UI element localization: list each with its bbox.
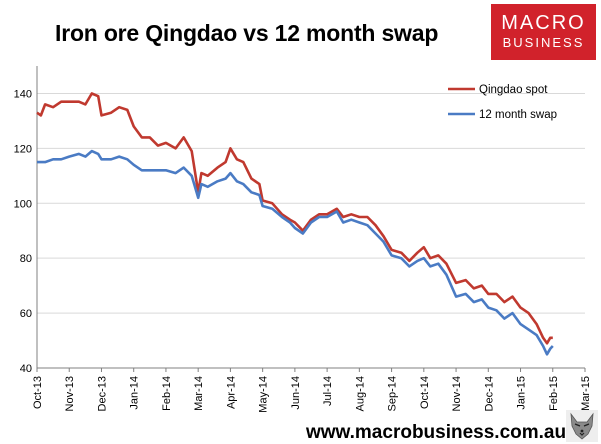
y-tick-label: 40 (20, 363, 32, 375)
x-tick-label: Nov-14 (451, 376, 463, 411)
x-tick-label: Sep-14 (387, 376, 399, 411)
x-tick-label: Mar-14 (193, 376, 205, 411)
x-tick-labels: Oct-13 Nov-13 Dec-13 Jan-14 Feb-14 Mar-14 Apr-… (32, 376, 592, 413)
legend: Qingdao spot 12 month swap (448, 84, 557, 121)
x-tick-label: Feb-14 (161, 376, 173, 411)
wolf-logo-icon (566, 410, 598, 442)
series-line-qingdao-spot (36, 92, 553, 345)
x-tick-label: Aug-14 (354, 376, 366, 411)
x-tick-label: Jun-14 (290, 376, 302, 410)
x-tick-label: Feb-15 (548, 376, 560, 411)
macrobusiness-logo: MACRO BUSINESS (491, 4, 596, 60)
legend-label: 12 month swap (479, 109, 557, 121)
y-tick-label: 80 (20, 253, 32, 265)
legend-label: Qingdao spot (479, 84, 548, 96)
y-tick-label: 140 (14, 88, 32, 100)
series-line-12-month-swap (37, 149, 554, 356)
chart-title: Iron ore Qingdao vs 12 month swap (55, 20, 439, 46)
x-tick-label: Oct-13 (32, 376, 44, 409)
x-tick-label: Dec-14 (483, 376, 495, 411)
x-tick-label: Dec-13 (96, 376, 108, 411)
x-tick-label: Apr-14 (225, 376, 237, 409)
series-lines (36, 92, 554, 356)
line-chart: 40 60 80 100 120 140 Oct-13 Nov-13 Dec-13 Jan-14… (14, 66, 592, 413)
y-tick-label: 120 (14, 143, 32, 155)
x-tick-label: Oct-14 (419, 376, 431, 409)
logo-line-2: BUSINESS (502, 35, 585, 50)
x-tick-label: Jan-15 (516, 376, 528, 410)
logo-line-1: MACRO (501, 12, 586, 34)
x-tick-label: Nov-13 (64, 376, 76, 411)
x-tick-label: Jul-14 (322, 376, 334, 406)
x-tick-label: Jan-14 (129, 376, 141, 410)
x-tick-label: Mar-15 (580, 376, 592, 411)
y-tick-label: 60 (20, 308, 32, 320)
axes (36, 66, 586, 372)
website-url: www.macrobusiness.com.au (306, 422, 567, 443)
grid-lines (37, 92, 585, 314)
x-tick-label: May-14 (258, 376, 270, 413)
y-tick-label: 100 (14, 198, 32, 210)
y-tick-labels: 40 60 80 100 120 140 (14, 88, 32, 375)
